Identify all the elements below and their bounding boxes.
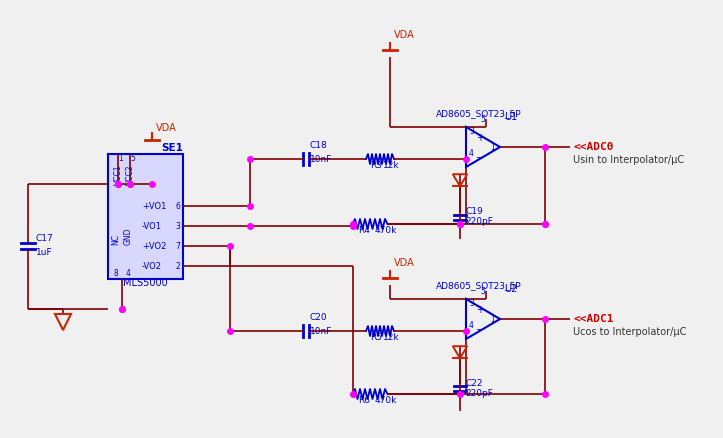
Text: 10nF: 10nF	[310, 155, 333, 164]
Text: Ucos to Interpolator/µC: Ucos to Interpolator/µC	[573, 326, 686, 336]
Text: AD8605_SOT23_5P: AD8605_SOT23_5P	[436, 109, 521, 118]
Text: U2: U2	[504, 283, 518, 293]
Text: 3: 3	[175, 222, 180, 231]
Text: C19: C19	[465, 207, 483, 215]
Text: −: −	[476, 153, 484, 162]
Text: VCC2: VCC2	[126, 164, 134, 184]
Text: 1: 1	[118, 154, 123, 162]
Text: 4: 4	[469, 148, 474, 158]
Bar	[108, 155, 183, 279]
Text: +: +	[476, 304, 484, 314]
Text: R5: R5	[370, 332, 382, 341]
Text: VDA: VDA	[394, 30, 415, 40]
Text: C22: C22	[465, 378, 482, 387]
Text: -VO1: -VO1	[142, 222, 162, 231]
Text: U1: U1	[504, 112, 517, 122]
Text: 12k: 12k	[383, 332, 400, 341]
Text: 470k: 470k	[375, 226, 398, 234]
Text: 6: 6	[175, 202, 180, 211]
Text: 12k: 12k	[383, 161, 400, 170]
Text: SE1: SE1	[161, 143, 183, 153]
Text: 3: 3	[469, 298, 474, 307]
Text: 220pF: 220pF	[465, 216, 493, 226]
Text: 1: 1	[490, 143, 495, 152]
Text: 5: 5	[130, 154, 135, 162]
Text: R4: R4	[358, 226, 370, 234]
Text: 1uF: 1uF	[36, 248, 53, 257]
Text: +: +	[476, 133, 484, 143]
Text: R6: R6	[358, 395, 370, 404]
Text: +VO2: +VO2	[142, 242, 166, 251]
Text: 10nF: 10nF	[310, 326, 333, 335]
Text: 1: 1	[490, 314, 495, 323]
Text: VDA: VDA	[156, 123, 176, 133]
Text: 8: 8	[114, 268, 119, 277]
Text: 220pF: 220pF	[465, 388, 493, 397]
Text: <<ADC1: <<ADC1	[573, 313, 614, 323]
Text: AD8605_SOT23_5P: AD8605_SOT23_5P	[436, 280, 521, 290]
Text: -VO2: -VO2	[142, 262, 162, 271]
Text: 4: 4	[469, 320, 474, 329]
Text: 2: 2	[175, 262, 180, 271]
Text: 4: 4	[126, 268, 131, 277]
Text: 3: 3	[469, 127, 474, 136]
Text: C20: C20	[310, 312, 328, 321]
Text: GND: GND	[124, 227, 132, 244]
Text: C17: C17	[36, 234, 54, 243]
Text: −: −	[476, 324, 484, 334]
Text: VDA: VDA	[394, 258, 415, 267]
Text: R3: R3	[370, 161, 382, 170]
Text: 7: 7	[175, 242, 180, 251]
Text: <<ADC0: <<ADC0	[573, 141, 614, 152]
Text: VCC1: VCC1	[114, 164, 122, 184]
Text: Usin to Interpolator/µC: Usin to Interpolator/µC	[573, 155, 684, 165]
Text: +VO1: +VO1	[142, 202, 166, 211]
Text: 5: 5	[480, 115, 485, 124]
Text: NC: NC	[111, 233, 121, 244]
Text: MLS5000: MLS5000	[123, 277, 168, 287]
Text: C18: C18	[310, 141, 328, 150]
Text: 5: 5	[480, 286, 485, 295]
Text: 470k: 470k	[375, 395, 398, 404]
